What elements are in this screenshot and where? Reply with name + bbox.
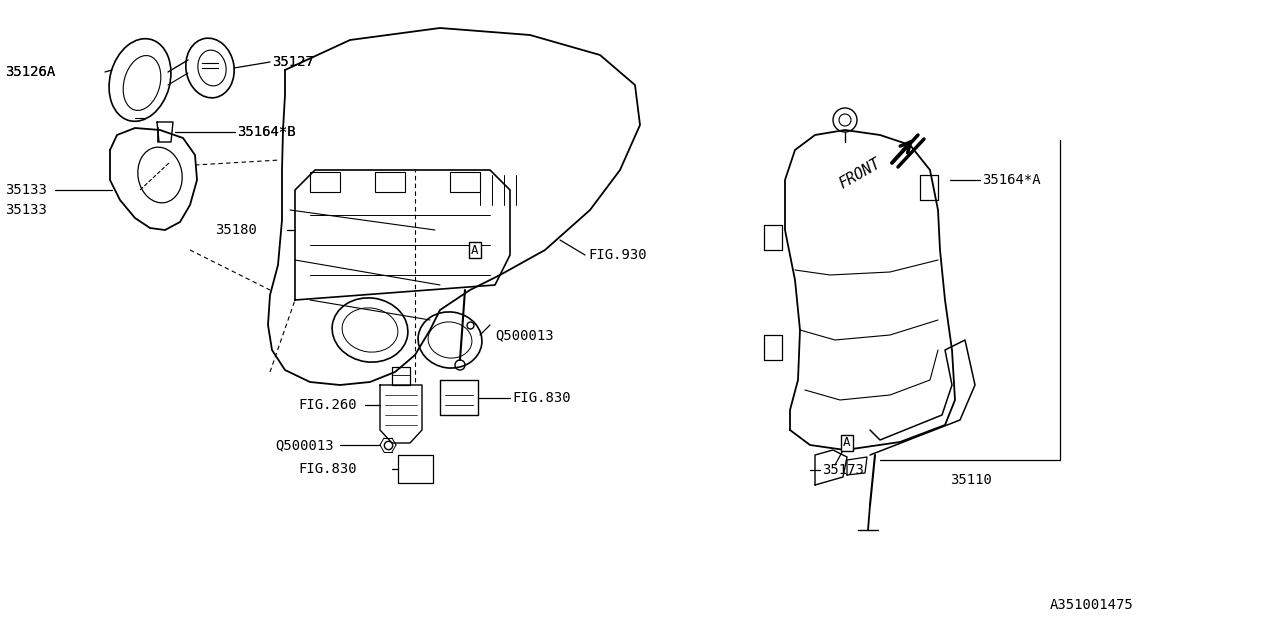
Text: Q500013: Q500013	[275, 438, 334, 452]
Text: 35164*A: 35164*A	[982, 173, 1041, 187]
Text: A: A	[844, 436, 851, 449]
Text: 35173: 35173	[822, 463, 864, 477]
Text: 35126A: 35126A	[5, 65, 55, 79]
Text: 35180: 35180	[215, 223, 257, 237]
Text: FIG.830: FIG.830	[512, 391, 571, 405]
Text: FIG.930: FIG.930	[588, 248, 646, 262]
Text: A: A	[471, 243, 479, 257]
Text: FIG.830: FIG.830	[298, 462, 357, 476]
Text: 35127: 35127	[273, 55, 314, 69]
Text: 35133: 35133	[5, 183, 47, 197]
Text: 35164*B: 35164*B	[237, 125, 296, 139]
Text: 35133: 35133	[5, 203, 47, 217]
Text: 35164*B: 35164*B	[237, 125, 296, 139]
Text: 35126A: 35126A	[5, 65, 55, 79]
Text: Q500013: Q500013	[495, 328, 554, 342]
Text: 35110: 35110	[950, 473, 992, 487]
Text: FIG.260: FIG.260	[298, 398, 357, 412]
Text: FRONT: FRONT	[836, 156, 883, 191]
Text: A351001475: A351001475	[1050, 598, 1134, 612]
Text: 35127: 35127	[273, 55, 314, 69]
